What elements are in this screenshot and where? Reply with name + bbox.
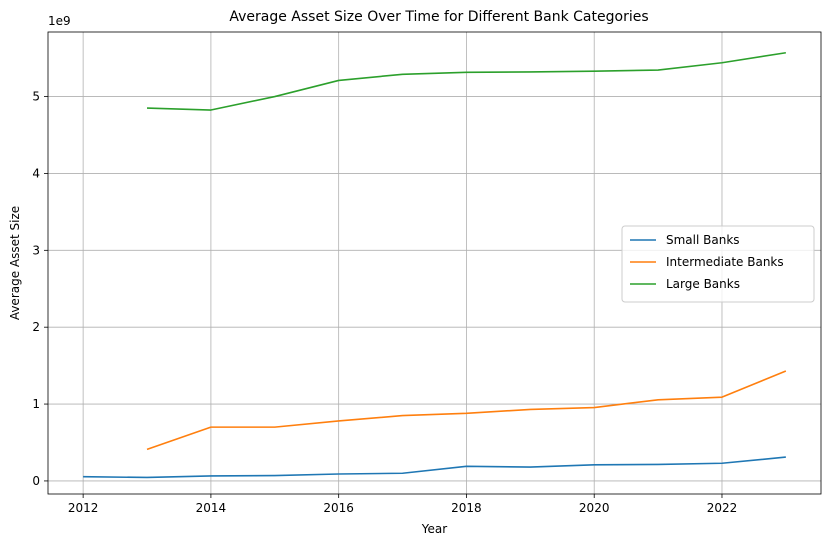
y-tick-label: 0 xyxy=(32,474,40,488)
y-tick-label: 1 xyxy=(32,397,40,411)
x-tick-label: 2016 xyxy=(323,501,354,515)
plot-frame xyxy=(47,31,822,495)
x-axis-ticks: 2012 2014 2016 2018 2020 2022 xyxy=(68,494,737,515)
y-tick-label: 5 xyxy=(32,90,40,104)
legend-label-intermediate-banks: Intermediate Banks xyxy=(666,255,784,269)
series-lines xyxy=(83,51,787,479)
y-axis-ticks: 0 1 2 3 4 5 xyxy=(32,90,48,488)
x-tick-label: 2022 xyxy=(707,501,738,515)
y-axis-label: Average Asset Size xyxy=(8,206,22,320)
x-tick-label: 2020 xyxy=(579,501,610,515)
y-tick-label: 3 xyxy=(32,243,40,257)
x-tick-label: 2014 xyxy=(196,501,227,515)
series-line-intermediate-banks xyxy=(146,370,787,451)
legend: Small Banks Intermediate Banks Large Banks xyxy=(621,225,815,303)
legend-box xyxy=(621,225,815,303)
x-axis-label: Year xyxy=(421,522,447,536)
legend-label-large-banks: Large Banks xyxy=(666,277,740,291)
series-line-large-banks xyxy=(146,51,786,111)
y-multiplier-label: 1e9 xyxy=(48,14,71,28)
y-tick-label: 4 xyxy=(32,166,40,180)
y-tick-label: 2 xyxy=(32,320,40,334)
chart-title: Average Asset Size Over Time for Differe… xyxy=(229,9,648,25)
legend-label-small-banks: Small Banks xyxy=(666,233,740,247)
x-tick-label: 2012 xyxy=(68,501,99,515)
x-tick-label: 2018 xyxy=(451,501,482,515)
series-line-small-banks xyxy=(83,456,786,479)
